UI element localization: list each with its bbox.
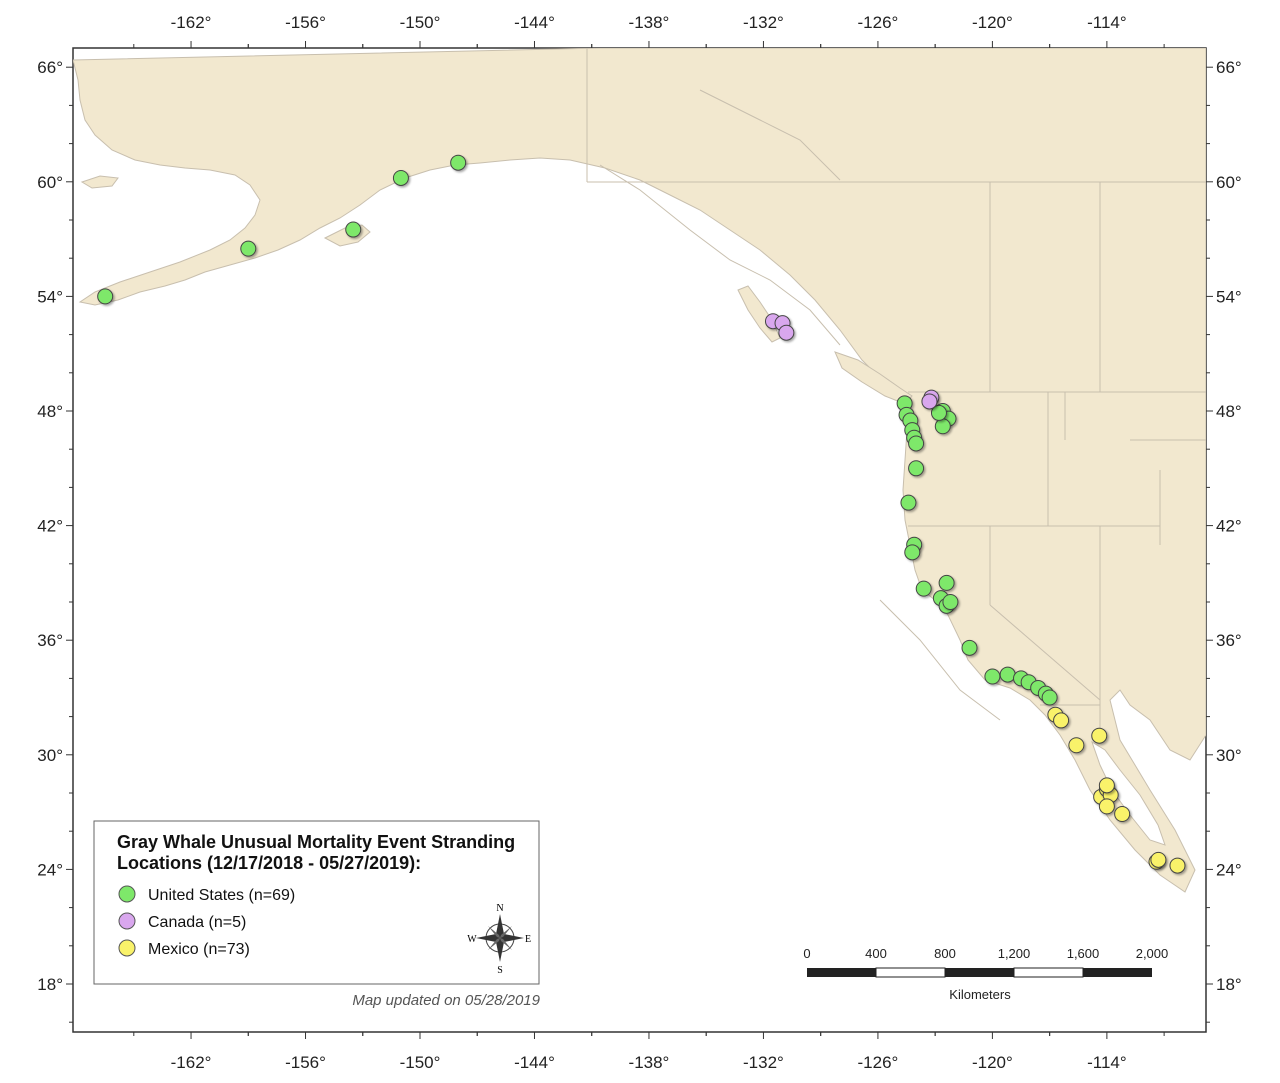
longitude-axis-top: -162° -156° -150° -144° -138° -132° -126° -120°… bbox=[133, 13, 1165, 48]
scale-label: 2,000 bbox=[1136, 946, 1169, 961]
north-america-landmass bbox=[73, 48, 1206, 893]
scale-label: 0 bbox=[803, 946, 810, 961]
legend-swatch-united-states bbox=[118, 885, 136, 903]
lon-label-bottom: -114° bbox=[1087, 1053, 1127, 1072]
stranding-point-united-states bbox=[450, 154, 467, 171]
legend-label-mexico: Mexico (n=73) bbox=[148, 941, 250, 958]
stranding-point-united-states bbox=[984, 668, 1001, 685]
stranding-point-mexico bbox=[1150, 851, 1167, 868]
stranding-point-united-states bbox=[345, 221, 362, 238]
legend-swatch-canada bbox=[118, 912, 136, 930]
stranding-point-canada bbox=[921, 393, 938, 410]
lat-label-right: 42° bbox=[1216, 517, 1242, 536]
lon-label-top: -156° bbox=[285, 13, 326, 32]
scale-label: 800 bbox=[934, 946, 956, 961]
lon-label-bottom: -144° bbox=[514, 1053, 555, 1072]
legend-swatch-mexico bbox=[118, 939, 136, 957]
lat-label-left: 18° bbox=[37, 975, 63, 994]
map-updated-note: Map updated on 05/28/2019 bbox=[352, 992, 540, 1009]
lat-label-left: 54° bbox=[37, 287, 63, 306]
lon-label-bottom: -150° bbox=[400, 1053, 441, 1072]
scale-label: 1,200 bbox=[998, 946, 1031, 961]
stranding-point-united-states bbox=[900, 494, 917, 511]
stranding-point-united-states bbox=[908, 460, 925, 477]
lat-label-left: 42° bbox=[37, 517, 63, 536]
legend: Gray Whale Unusual Mortality Event Stran… bbox=[93, 820, 540, 985]
stranding-point-mexico bbox=[1053, 712, 1070, 729]
stranding-point-mexico bbox=[1091, 727, 1108, 744]
compass-w: W bbox=[467, 934, 477, 945]
lat-label-left: 30° bbox=[37, 746, 63, 765]
scale-label: 1,600 bbox=[1067, 946, 1100, 961]
lon-label-top: -150° bbox=[400, 13, 441, 32]
stranding-point-mexico bbox=[1169, 857, 1186, 874]
longitude-axis-bottom: -162° -156° -150° -144° -138° -132° -126° -120°… bbox=[133, 1032, 1165, 1072]
compass-rose-icon: N S E W bbox=[467, 903, 531, 976]
stranding-point-united-states bbox=[97, 288, 114, 305]
lat-label-right: 60° bbox=[1216, 173, 1242, 192]
latitude-axis-left: 66° 60° 54° 48° 42° 36° 30° 24° 18° bbox=[37, 58, 73, 1023]
stranding-point-united-states bbox=[1041, 689, 1058, 706]
lat-label-right: 48° bbox=[1216, 402, 1242, 421]
lon-label-bottom: -120° bbox=[972, 1053, 1013, 1072]
stranding-point-united-states bbox=[908, 435, 925, 452]
legend-title-line1: Gray Whale Unusual Mortality Event Stran… bbox=[117, 832, 515, 852]
lat-label-right: 36° bbox=[1216, 631, 1242, 650]
stranding-point-mexico bbox=[1098, 798, 1115, 815]
stranding-point-mexico bbox=[1114, 806, 1131, 823]
stranding-point-united-states bbox=[392, 169, 409, 186]
lon-label-top: -126° bbox=[858, 13, 899, 32]
legend-title-line2: Locations (12/17/2018 - 05/27/2019): bbox=[117, 853, 421, 873]
canada-strandings bbox=[764, 313, 940, 410]
compass-e: E bbox=[525, 934, 531, 945]
stranding-point-united-states bbox=[240, 240, 257, 257]
united-states-strandings bbox=[97, 154, 1058, 706]
stranding-point-canada bbox=[778, 324, 795, 341]
lon-label-bottom: -156° bbox=[285, 1053, 326, 1072]
lon-label-bottom: -126° bbox=[858, 1053, 899, 1072]
stranding-point-united-states bbox=[938, 574, 955, 591]
lon-label-top: -114° bbox=[1087, 13, 1127, 32]
lat-label-right: 30° bbox=[1216, 746, 1242, 765]
stranding-point-mexico bbox=[1068, 737, 1085, 754]
stranding-point-mexico bbox=[1098, 777, 1115, 794]
stranding-point-united-states bbox=[930, 404, 947, 421]
lon-label-top: -162° bbox=[171, 13, 212, 32]
stranding-point-united-states bbox=[961, 639, 978, 656]
scale-label: 400 bbox=[865, 946, 887, 961]
lat-label-left: 48° bbox=[37, 402, 63, 421]
lon-label-top: -120° bbox=[972, 13, 1013, 32]
lat-label-right: 24° bbox=[1216, 860, 1242, 879]
latitude-axis-right: 66° 60° 54° 48° 42° 36° 30° 24° 18° bbox=[1206, 58, 1242, 1023]
compass-s: S bbox=[497, 965, 503, 976]
lat-label-right: 18° bbox=[1216, 975, 1242, 994]
mexico-strandings bbox=[1047, 706, 1186, 874]
stranding-point-united-states bbox=[934, 418, 951, 435]
lat-label-right: 54° bbox=[1216, 287, 1242, 306]
lat-label-left: 36° bbox=[37, 631, 63, 650]
scale-unit: Kilometers bbox=[949, 987, 1011, 1002]
lon-label-top: -138° bbox=[629, 13, 670, 32]
lat-label-left: 60° bbox=[37, 173, 63, 192]
lon-label-bottom: -162° bbox=[171, 1053, 212, 1072]
lat-label-right: 66° bbox=[1216, 58, 1242, 77]
nunivak-island bbox=[80, 175, 119, 189]
compass-n: N bbox=[496, 903, 503, 914]
lat-label-left: 24° bbox=[37, 860, 63, 879]
stranding-point-united-states bbox=[999, 666, 1016, 683]
legend-label-canada: Canada (n=5) bbox=[148, 914, 246, 931]
stranding-point-united-states bbox=[915, 580, 932, 597]
scale-bar: 0 400 800 1,200 1,600 2,000 Kilometers bbox=[803, 946, 1168, 1002]
lat-label-left: 66° bbox=[37, 58, 63, 77]
stranding-point-united-states bbox=[904, 544, 921, 561]
lon-label-top: -144° bbox=[514, 13, 555, 32]
stranding-point-united-states bbox=[942, 594, 959, 610]
lon-label-top: -132° bbox=[743, 13, 784, 32]
lon-label-bottom: -138° bbox=[629, 1053, 670, 1072]
lon-label-bottom: -132° bbox=[743, 1053, 784, 1072]
admin-borders bbox=[586, 48, 1206, 735]
legend-label-united-states: United States (n=69) bbox=[148, 887, 295, 904]
